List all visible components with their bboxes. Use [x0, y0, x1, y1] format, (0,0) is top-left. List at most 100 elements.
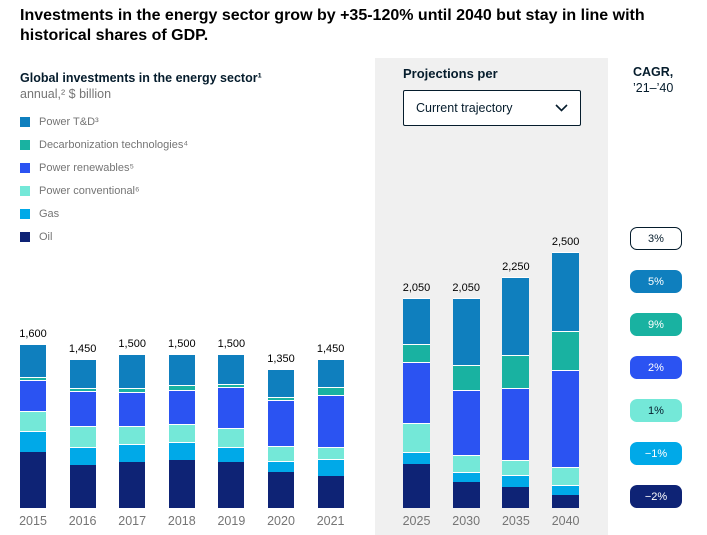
- bar-total-label-2035: 2,250: [502, 261, 530, 274]
- bar-segment-decarbonization-technologies-2017: [119, 387, 146, 392]
- bar-category-label-2020: 2020: [267, 514, 295, 528]
- bar-segment-power-t-d-2015: [20, 343, 46, 378]
- legend-label: Gas: [39, 208, 60, 220]
- bar-segment-power-conventional-2019: [218, 427, 245, 448]
- bar-total-label-2016: 1,450: [68, 342, 97, 355]
- cagr-badge-column: 3% 5% 9% 2% 1% −1% −2%: [630, 227, 682, 528]
- bar-segment-power-conventional-2021: [317, 447, 344, 460]
- bar-segment-power-t-d-2020: [268, 369, 294, 397]
- bar-segment-decarbonization-technologies-2021: [317, 387, 344, 396]
- bar-segment-gas-2016: [69, 446, 96, 465]
- legend-label: Power renewables⁵: [39, 162, 135, 174]
- cagr-header: CAGR, ’21–’40: [633, 64, 673, 97]
- bar-segment-power-renewables-2015: [20, 380, 46, 411]
- chart-heading: Global investments in the energy sector¹: [20, 71, 262, 85]
- legend-label: Power T&D³: [39, 116, 99, 128]
- legend-swatch-power-renewables: [20, 163, 30, 173]
- bar-total-label-2030: 2,050: [452, 281, 480, 294]
- bar-segment-decarbonization-technologies-2025: [403, 344, 430, 362]
- legend-swatch-oil: [20, 232, 30, 242]
- bar-segment-decarbonization-technologies-2040: [552, 331, 580, 370]
- cagr-badge-3: 3%: [630, 227, 682, 250]
- bar-segment-decarbonization-technologies-2019: [218, 383, 245, 387]
- bar-category-label-2017: 2017: [118, 514, 147, 528]
- bar-segment-decarbonization-technologies-2020: [268, 396, 294, 401]
- bar-segment-power-renewables-2019: [218, 386, 245, 428]
- bar-segment-oil-2030: [452, 482, 480, 508]
- bar-total-label-2017: 1,500: [118, 337, 146, 350]
- bar-segment-power-conventional-2030: [452, 455, 480, 473]
- bar-segment-decarbonization-technologies-2030: [452, 364, 480, 390]
- bar-segment-oil-2019: [218, 462, 245, 508]
- bar-segment-power-renewables-2025: [403, 361, 430, 424]
- cagr-header-line2: ’21–’40: [633, 81, 674, 96]
- bar-segment-power-conventional-2016: [69, 425, 96, 447]
- bar-segment-power-t-d-2030: [452, 297, 480, 365]
- trajectory-dropdown-value: Current trajectory: [416, 101, 513, 115]
- bar-segment-power-renewables-2016: [69, 391, 96, 426]
- bar-segment-gas-2020: [268, 460, 294, 472]
- bar-segment-power-renewables-2020: [268, 400, 294, 447]
- bar-segment-power-conventional-2020: [268, 446, 294, 461]
- bar-segment-oil-2020: [268, 472, 294, 508]
- bar-total-label-2021: 1,450: [316, 342, 345, 355]
- bar-segment-power-renewables-2018: [168, 390, 195, 424]
- legend-label: Power conventional⁶: [39, 185, 140, 197]
- projections-heading: Projections per: [403, 66, 498, 81]
- bar-segment-decarbonization-technologies-2016: [69, 388, 96, 392]
- legend-swatch-power-conventional: [20, 186, 30, 196]
- bar-category-label-2025: 2025: [402, 514, 431, 528]
- trajectory-dropdown[interactable]: Current trajectory: [403, 90, 581, 126]
- legend: Power T&D³ Decarbonization technologies⁴ P…: [20, 117, 188, 255]
- bar-segment-power-t-d-2017: [119, 353, 146, 388]
- cagr-badge-1: −1%: [630, 442, 682, 465]
- bar-total-label-2015: 1,600: [19, 327, 47, 340]
- chevron-down-icon: [555, 104, 568, 112]
- cagr-badge-2: −2%: [630, 485, 682, 508]
- bar-segment-gas-2017: [119, 443, 146, 462]
- bar-total-label-2040: 2,500: [551, 235, 580, 248]
- legend-swatch-gas: [20, 209, 30, 219]
- bar-category-label-2035: 2035: [501, 514, 530, 528]
- bar-total-label-2018: 1,500: [168, 337, 196, 350]
- bar-segment-power-renewables-2017: [119, 391, 146, 426]
- bar-segment-oil-2040: [552, 495, 580, 508]
- bar-total-label-2025: 2,050: [402, 281, 431, 294]
- legend-item-power-t-d: Power T&D³: [20, 116, 188, 128]
- bar-segment-gas-2019: [218, 447, 245, 463]
- bar-segment-gas-2021: [317, 459, 344, 477]
- bar-segment-power-t-d-2040: [552, 251, 580, 332]
- bar-segment-oil-2025: [403, 464, 430, 508]
- legend-item-gas: Gas: [20, 208, 188, 220]
- bar-segment-oil-2016: [69, 464, 96, 508]
- bar-segment-power-t-d-2021: [317, 358, 344, 388]
- bar-segment-power-t-d-2019: [218, 353, 245, 384]
- bar-total-label-2019: 1,500: [217, 337, 246, 350]
- bar-segment-decarbonization-technologies-2035: [502, 354, 530, 389]
- bar-segment-gas-2015: [20, 431, 46, 452]
- bar-segment-power-renewables-2021: [317, 395, 344, 448]
- bar-total-label-2020: 1,350: [267, 353, 295, 366]
- bar-segment-power-t-d-2018: [168, 353, 195, 386]
- bar-category-label-2019: 2019: [217, 514, 246, 528]
- bar-segment-gas-2025: [403, 451, 430, 465]
- bar-segment-power-conventional-2018: [168, 423, 195, 442]
- bar-category-label-2030: 2030: [452, 514, 481, 528]
- bar-segment-oil-2035: [502, 486, 530, 508]
- bar-segment-power-conventional-2040: [552, 467, 580, 485]
- bar-segment-gas-2040: [552, 484, 580, 496]
- bar-segment-power-conventional-2025: [403, 423, 430, 452]
- bar-category-label-2015: 2015: [19, 514, 47, 528]
- bar-segment-power-conventional-2015: [20, 410, 46, 432]
- bar-segment-gas-2018: [168, 441, 195, 460]
- bar-segment-decarbonization-technologies-2015: [20, 377, 46, 380]
- bar-segment-oil-2015: [20, 451, 46, 508]
- cagr-header-line1: CAGR,: [633, 65, 674, 79]
- bar-segment-oil-2017: [119, 461, 146, 508]
- bar-segment-power-t-d-2035: [502, 277, 530, 355]
- bar-segment-oil-2021: [317, 476, 344, 508]
- bar-category-label-2021: 2021: [316, 514, 345, 528]
- legend-item-power-renewables: Power renewables⁵: [20, 162, 188, 174]
- bar-category-label-2018: 2018: [167, 514, 196, 528]
- legend-label: Oil: [39, 231, 53, 243]
